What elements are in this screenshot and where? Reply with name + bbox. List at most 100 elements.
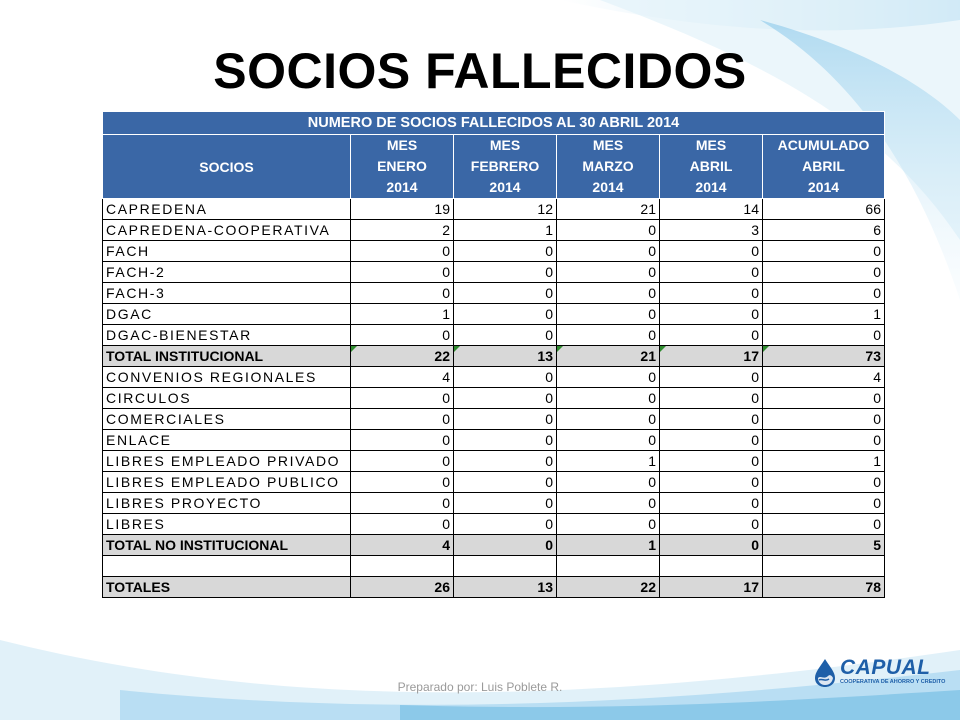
row-value: 17 [659,345,763,367]
row-value: 0 [659,429,763,451]
column-header-line: 2014 [489,179,521,195]
row-value: 0 [350,450,454,472]
cell-value: 0 [751,306,759,322]
row-value: 21 [556,345,660,367]
cell-value: 0 [545,369,553,385]
row-value: 0 [556,303,660,325]
row-value: 0 [659,471,763,493]
cell-value: 0 [648,411,656,427]
cell-value: 13 [537,579,553,595]
row-value: 13 [453,345,557,367]
column-header-1: MES FEBRERO 2014 [453,134,557,199]
cell-value: 0 [648,369,656,385]
cell-value: 0 [442,264,450,280]
row-value: 6 [762,219,885,241]
row-value: 0 [556,324,660,346]
row-value: 0 [453,324,557,346]
row-value: 73 [762,345,885,367]
cell-value: 0 [545,327,553,343]
row-value: 0 [762,261,885,283]
table-row: FACH-3 0 0 0 0 0 [102,282,885,304]
cell-value: 0 [751,453,759,469]
row-value: 4 [762,366,885,388]
total-row: TOTAL INSTITUCIONAL 22 13 21 17 73 [102,345,885,367]
row-value: 0 [453,513,557,535]
cell-value: 0 [545,516,553,532]
row-value: 0 [659,366,763,388]
cell-value: 6 [873,222,881,238]
cell-value: 0 [873,243,881,259]
cell-value: 17 [743,348,759,364]
row-value: 0 [453,366,557,388]
row-value: 0 [453,240,557,262]
cell-value: 26 [434,579,450,595]
column-header-line: 2014 [386,179,418,195]
cell-value: 19 [434,201,450,217]
row-value: 17 [659,576,763,598]
cell-value: 13 [537,348,553,364]
row-value [556,555,660,577]
cell-value: 0 [648,285,656,301]
cell-value: 2 [442,222,450,238]
column-header-line: FEBRERO [470,158,540,174]
row-value: 3 [659,219,763,241]
cell-value: 0 [648,306,656,322]
row-label: CONVENIOS REGIONALES [102,366,351,388]
row-value: 21 [556,198,660,220]
row-value: 0 [556,219,660,241]
column-header-2: MES MARZO 2014 [556,134,660,199]
row-value: 0 [556,471,660,493]
row-label: FACH [102,240,351,262]
row-value: 0 [659,324,763,346]
row-value: 0 [659,261,763,283]
row-label: DGAC [102,303,351,325]
row-value: 13 [453,576,557,598]
row-value: 4 [350,366,454,388]
cell-value: 0 [873,285,881,301]
row-value: 0 [762,492,885,514]
row-value: 4 [350,534,454,556]
cell-value: 0 [648,516,656,532]
row-value: 0 [556,513,660,535]
cell-value: 0 [545,264,553,280]
cell-value: 0 [545,474,553,490]
row-value: 0 [762,471,885,493]
row-value: 0 [659,492,763,514]
blank-row [102,555,885,577]
cell-value: 0 [545,411,553,427]
row-value: 0 [556,492,660,514]
row-value: 22 [350,345,454,367]
table-title: NUMERO DE SOCIOS FALLECIDOS AL 30 ABRIL … [102,111,885,135]
logo-wordmark: CAPUAL [840,656,931,679]
cell-value: 0 [751,411,759,427]
cell-value: 22 [640,579,656,595]
cell-value: 0 [873,516,881,532]
cell-value: 0 [442,411,450,427]
row-label: LIBRES [102,513,351,535]
cell-value: 3 [751,222,759,238]
row-value: 0 [762,282,885,304]
cell-value: 0 [751,285,759,301]
cell-value: 17 [743,579,759,595]
row-value: 1 [453,219,557,241]
row-value: 0 [762,408,885,430]
total-row: TOTALES 26 13 22 17 78 [102,576,885,598]
capual-logo: CAPUAL COOPERATIVA DE AHORRO Y CREDITO [812,656,945,690]
column-header-line: MES [489,137,521,153]
column-header-line: ACUMULADO [777,137,870,153]
cell-value: 0 [873,327,881,343]
formula-marker-icon [660,346,666,352]
row-value: 0 [350,261,454,283]
row-value: 1 [350,303,454,325]
cell-value: 0 [873,411,881,427]
table-row: CAPREDENA 19 12 21 14 66 [102,198,885,220]
cell-value: 0 [873,474,881,490]
cell-value: 1 [873,306,881,322]
row-value: 0 [556,282,660,304]
formula-marker-icon [557,346,563,352]
row-value: 0 [556,240,660,262]
cell-value: 0 [873,495,881,511]
row-value: 0 [762,240,885,262]
socios-header: SOCIOS [102,134,351,199]
